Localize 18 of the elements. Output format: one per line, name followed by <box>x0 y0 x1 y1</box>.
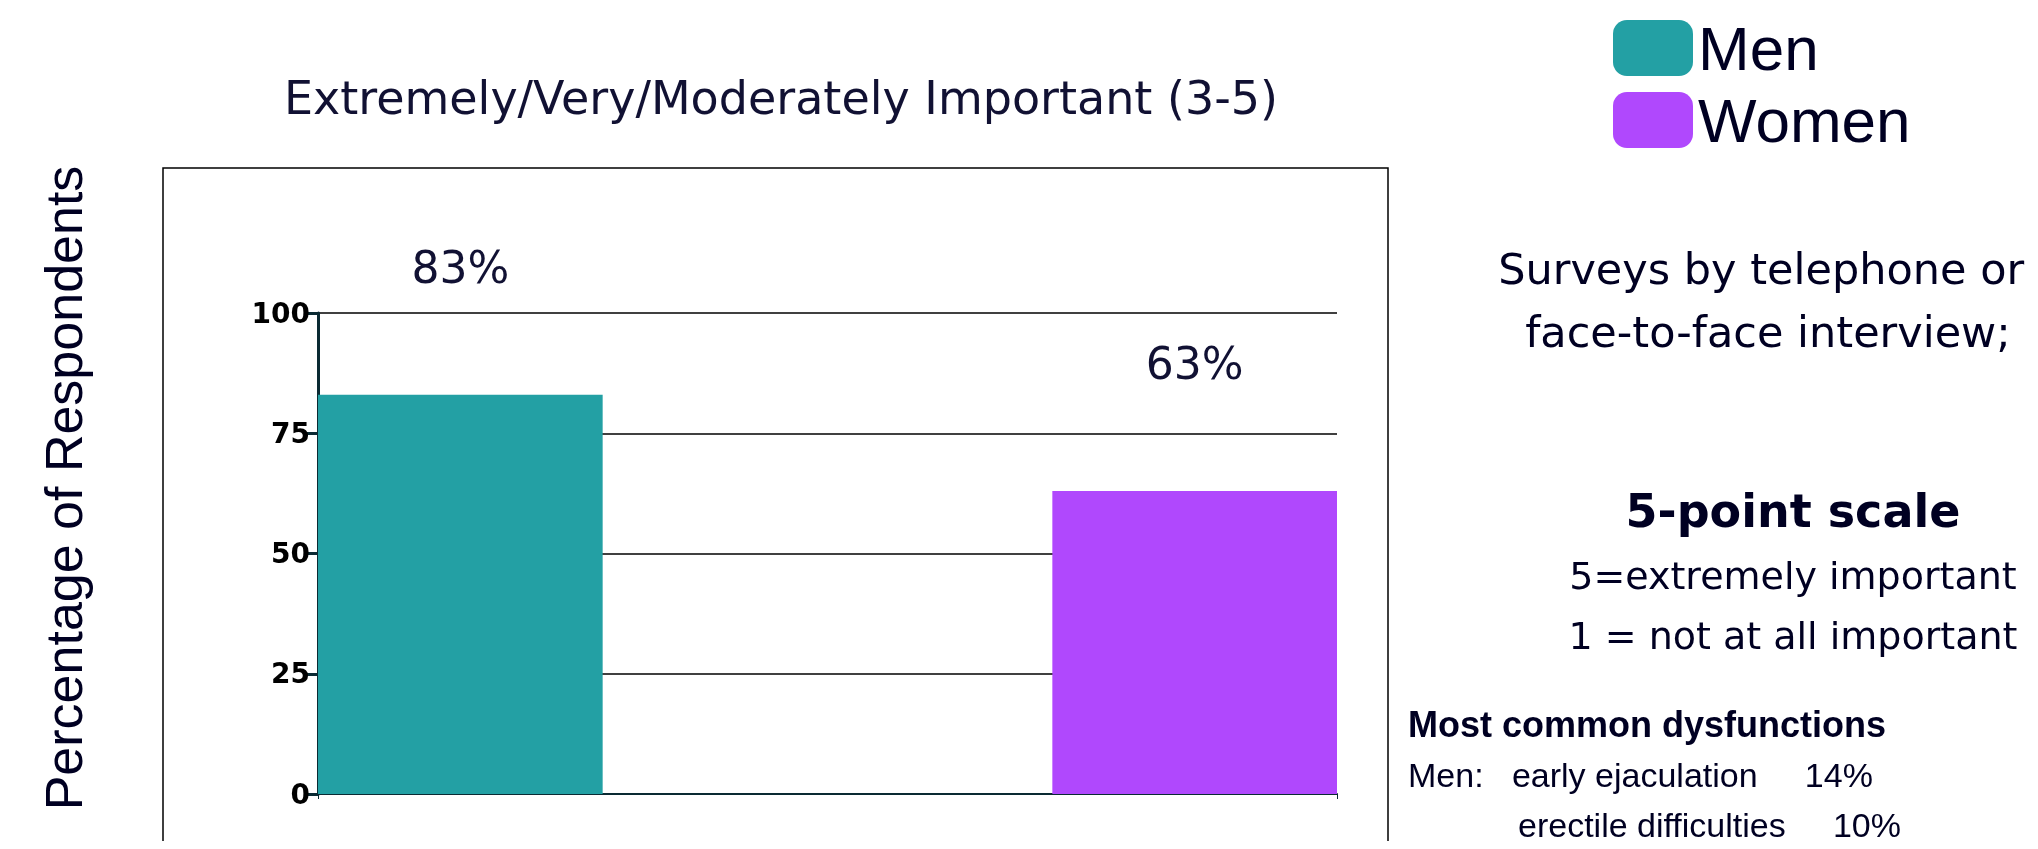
text: Surveys by telephone or face-to-face interview; <box>1498 244 2038 357</box>
y-tick-label: 75 <box>271 416 310 450</box>
text: erectile difficulties 10% <box>1518 805 1901 844</box>
data-label: 63% <box>1145 338 1244 390</box>
y-tick-label: 100 <box>251 296 310 330</box>
text: 5=extremely important <box>1569 553 2017 598</box>
y-axis-title: Percentage of Respondents <box>35 165 93 811</box>
legend-label: Women <box>1698 85 1911 155</box>
text: 5-point scale <box>1625 484 1961 539</box>
chart-title: Extremely/Very/Moderately Important (3-5) <box>283 71 1279 125</box>
text: 1 = not at all important <box>1568 613 2018 658</box>
data-label: 83% <box>411 242 510 294</box>
y-tick-label: 50 <box>271 537 310 570</box>
text: Men: early ejaculation 14% <box>1408 755 1873 794</box>
y-tick-label: 25 <box>271 657 310 691</box>
legend-label: Men <box>1698 13 1819 83</box>
y-tick-label: 0 <box>290 777 310 811</box>
text: Most common dysfunctions <box>1408 703 1887 745</box>
